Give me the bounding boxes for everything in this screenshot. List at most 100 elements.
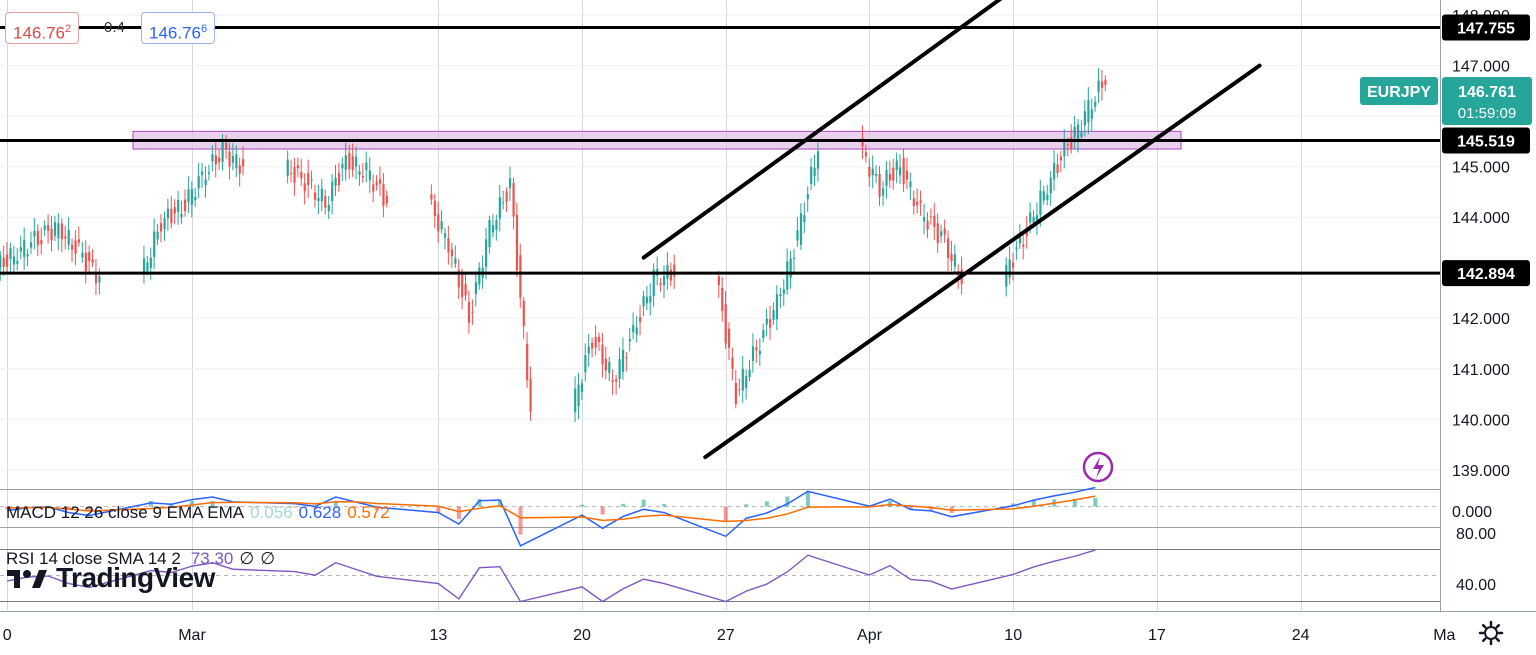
level-tag-label-2: 142.894 [1457,266,1515,283]
candle-body [177,199,180,213]
candle-body [1015,247,1018,250]
candle-body [204,179,207,186]
candle-body [474,282,478,295]
symbol-tag[interactable] [1360,77,1438,105]
price-tick-label: 139.000 [1452,463,1510,480]
candle-body [84,252,87,272]
macd-histogram-bar [169,503,174,507]
candle-body [64,236,67,239]
candle-body [608,362,611,374]
level-tag-2[interactable] [1442,260,1530,287]
candle-body [170,208,173,224]
candle-body [1076,124,1080,141]
candle-body [584,355,587,373]
candle-body [727,328,731,348]
candle-body [358,171,361,176]
candle-body [721,287,724,311]
candle-body [443,233,447,238]
macd-histogram-bar [190,501,194,507]
candle-body [382,183,385,206]
candle-body [1008,259,1011,278]
tradingview-logo-text: TradingView [56,562,215,593]
candle-body [738,389,741,391]
alert-icon[interactable] [1082,451,1114,483]
candle-body [953,254,957,267]
rsi-legend[interactable]: RSI 14 close SMA 14 2 73.30 ∅ ∅ [6,549,275,569]
bid-price-box[interactable]: 146.762 [5,12,80,44]
candle-body [940,231,943,237]
macd-histogram-bar [148,500,153,507]
candle-body [450,249,454,257]
macd-histogram-bar [518,506,523,535]
ask-price-box[interactable]: 146.766 [141,12,216,44]
candle-body [488,219,491,248]
macd-histogram-bar [1011,503,1016,507]
candle-body [9,247,12,259]
candle-body [892,167,895,181]
candle-body [1056,164,1059,174]
candle-body [498,197,501,219]
settings-gear-icon[interactable] [1478,620,1504,646]
candle-body [142,258,146,272]
candle-body [0,255,2,268]
candle-body [611,380,614,383]
candle-body [197,176,200,189]
last-price-tag[interactable] [1442,77,1532,125]
candle-body [91,259,94,263]
candle-body [461,274,464,297]
macd-histogram-bar [436,506,441,513]
candle-body [166,208,170,219]
candle-body [98,276,101,283]
level-tag-0[interactable] [1442,14,1530,41]
channel-lower-line[interactable] [703,63,1262,460]
candle-body [905,170,909,180]
candle-body [574,388,577,412]
candle-body [1097,80,1100,92]
macd-histogram-bar [641,499,646,507]
candle-body [628,339,631,342]
price-tick-label: 147.000 [1452,59,1510,76]
candle-body [902,157,905,185]
tradingview-logo-icon [7,570,47,588]
candle-body [1087,99,1090,123]
candle-body [71,244,74,250]
macd-histogram-bar [908,506,913,511]
candle-body [779,294,782,297]
candle-body [1070,137,1073,150]
macd-histogram-bar [805,490,810,507]
candle-body [23,239,26,257]
candle-body [519,255,522,298]
candle-body [662,276,666,286]
price-tick-label: 140.000 [1452,412,1510,429]
macd-histogram-bar [744,504,749,507]
candle-body [225,142,228,149]
macd-histogram-bar [354,506,359,508]
candle-body [751,346,755,361]
candle-body [40,239,43,245]
candle-body [885,170,888,186]
candle-body [923,217,926,222]
rsi-extra-2: ∅ [260,549,275,568]
level-tag-1[interactable] [1442,127,1530,154]
candle-body [214,155,217,165]
candle-body [625,357,628,359]
candle-body [1039,190,1042,216]
channel-upper-line[interactable] [641,0,1034,260]
macd-histogram-bar [333,501,338,507]
candle-body [495,220,498,230]
macd-line [7,486,1096,547]
time-tick-label: Mar [178,627,206,644]
candle-body [187,189,190,203]
rsi-line [7,549,1096,603]
time-axis: 0 Mar 13 20 27 Apr 10 17 24 Ma [3,627,1456,644]
candle-body [1083,111,1086,126]
candle-body [348,152,351,170]
candle-body [1042,191,1045,201]
candle-body [94,272,98,284]
candle-body [748,369,751,378]
rsi-pane [0,549,1440,603]
candle-body [758,351,762,355]
candle-body [724,304,727,344]
macd-legend[interactable]: MACD 12 26 close 9 EMA EMA 0.056 0.628 0.57… [6,503,390,523]
candle-body [53,222,57,236]
